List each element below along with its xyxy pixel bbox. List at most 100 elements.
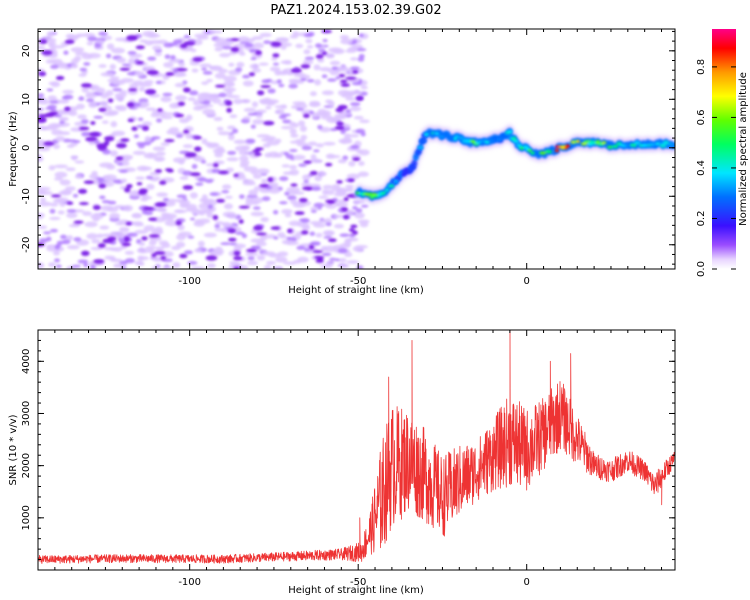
x-tick-label: -100 [178,577,201,588]
noise-blob [233,256,243,261]
noise-blob [321,252,332,257]
noise-blob [356,95,364,101]
noise-blob [248,189,259,196]
noise-blob [344,133,352,139]
noise-blob [226,89,233,96]
noise-blob [233,139,247,145]
noise-blob [351,82,362,86]
noise-blob [68,110,78,117]
noise-blob [71,155,78,161]
noise-blob [233,98,243,105]
x-tick-label: -100 [178,276,201,287]
noise-blob [81,131,91,137]
noise-blob [289,149,298,153]
noise-blob [233,266,241,269]
noise-blob [228,237,237,242]
noise-blob [322,189,329,196]
noise-blob [169,127,180,133]
noise-blob [87,36,98,42]
noise-blob [38,213,45,218]
noise-blob [135,60,144,65]
noise-blob [311,186,322,191]
noise-blob [288,83,298,89]
noise-blob [216,126,224,131]
noise-blob [227,125,236,130]
noise-blob [238,205,250,209]
ridge-hotspot [641,143,648,147]
noise-blob [82,211,93,216]
noise-blob [336,201,349,208]
noise-blob [43,141,55,146]
noise-blob [94,43,102,49]
noise-blob [49,202,59,207]
noise-blob [110,79,122,84]
noise-blob [259,184,269,188]
noise-blob [292,122,299,128]
noise-blob [139,39,148,43]
noise-blob [81,87,89,93]
noise-blob [339,140,353,144]
noise-blob [343,214,350,220]
ridge-hotspot [512,136,517,140]
noise-blob [201,138,208,145]
noise-blob [113,263,124,269]
spectrogram-y-label: Frequency (Hz) [8,111,19,187]
noise-blob [157,108,163,112]
ridge-core [411,159,418,168]
noise-blob [352,157,361,161]
noise-blob [128,88,138,92]
noise-blob [160,115,173,120]
colorbar-tick-label: 0.4 [696,160,707,176]
ridge-hotspot [540,151,547,155]
noise-blob [54,244,61,250]
noise-blob [104,255,114,260]
noise-blob [216,198,225,203]
noise-blob [303,222,310,229]
noise-blob [214,227,227,232]
noise-blob [227,228,236,234]
noise-blob [79,126,90,131]
noise-blob [151,176,161,181]
ridge-hotspot [435,132,439,136]
noise-blob [124,187,131,193]
noise-blob [310,158,322,164]
noise-blob [303,113,310,118]
noise-blob [333,214,346,219]
noise-blob [155,246,165,251]
noise-blob [332,48,345,55]
noise-blob [192,100,201,106]
noise-blob [247,256,255,261]
noise-blob [340,129,346,135]
noise-blob [179,253,188,259]
y-tick-label: 2000 [21,453,32,478]
noise-blob [252,119,265,125]
noise-blob [238,150,250,156]
noise-blob [60,189,72,196]
y-tick-label: 0 [21,145,32,151]
y-tick-label: 4000 [21,349,32,374]
noise-blob [119,90,128,95]
noise-blob [148,248,155,254]
noise-blob [155,151,166,156]
noise-blob [58,99,70,104]
noise-blob [145,245,157,250]
x-tick-label: -50 [350,276,366,287]
noise-blob [38,99,50,105]
noise-blob [202,70,213,75]
noise-blob [70,63,79,69]
signal-ridge [354,124,675,204]
noise-blob [252,173,262,179]
noise-blob [41,50,53,56]
noise-blob [78,96,85,101]
noise-blob [278,83,285,88]
noise-blob [322,39,328,43]
noise-blob [123,204,133,212]
noise-blob [251,68,262,73]
noise-blob [307,31,315,37]
y-tick-label: 20 [21,44,32,57]
noise-blob [88,101,98,108]
noise-blob [301,182,312,187]
noise-blob [114,205,126,209]
noise-blob [267,177,274,183]
noise-blob [83,62,91,66]
